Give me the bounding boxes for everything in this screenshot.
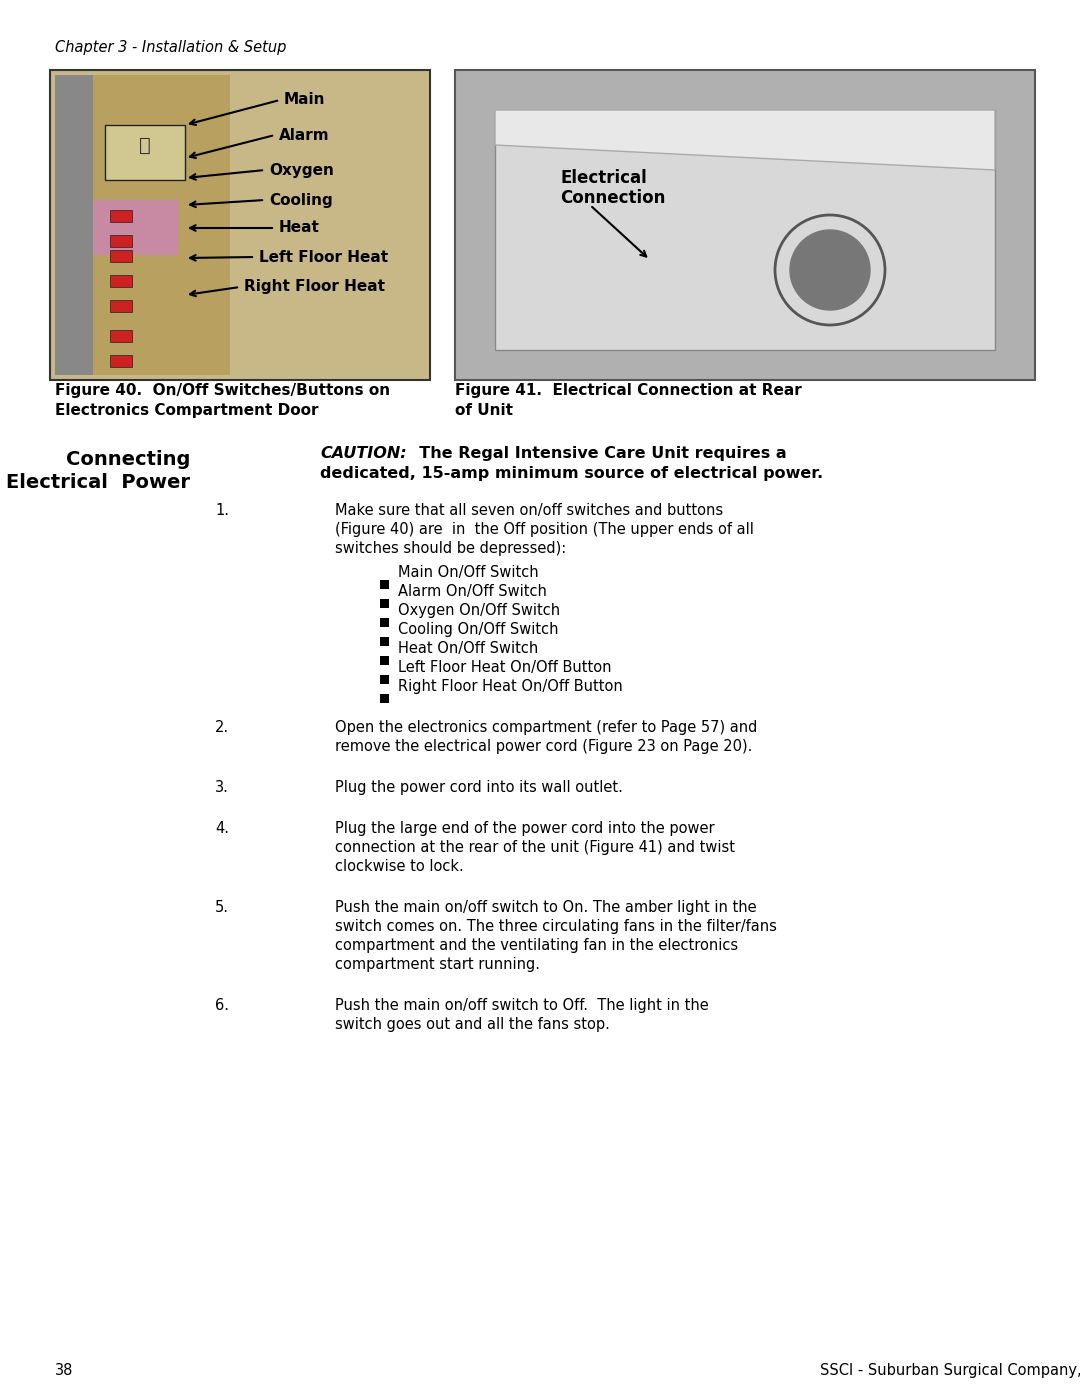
Text: Electrical  Power: Electrical Power (6, 474, 190, 492)
Text: The Regal Intensive Care Unit requires a: The Regal Intensive Care Unit requires a (408, 446, 786, 461)
Text: clockwise to lock.: clockwise to lock. (335, 859, 463, 875)
Text: of Unit: of Unit (455, 402, 513, 418)
Text: Heat On/Off Switch: Heat On/Off Switch (399, 641, 538, 657)
Bar (380, 580, 389, 590)
Bar (380, 694, 389, 703)
Bar (105, 124, 185, 180)
Bar (50, 70, 430, 380)
Bar (380, 617, 389, 627)
Text: Push the main on/off switch to Off.  The light in the: Push the main on/off switch to Off. The … (335, 997, 708, 1013)
Text: 1.: 1. (215, 503, 229, 518)
Text: Cooling On/Off Switch: Cooling On/Off Switch (399, 622, 558, 637)
Bar (110, 235, 132, 247)
Circle shape (789, 231, 870, 310)
Bar (380, 599, 389, 608)
Text: Alarm On/Off Switch: Alarm On/Off Switch (399, 584, 546, 599)
Text: Figure 41.  Electrical Connection at Rear: Figure 41. Electrical Connection at Rear (455, 383, 801, 398)
Text: 4.: 4. (215, 821, 229, 835)
Text: 2.: 2. (215, 719, 229, 735)
Text: Left Floor Heat On/Off Button: Left Floor Heat On/Off Button (399, 659, 611, 675)
Text: Push the main on/off switch to On. The amber light in the: Push the main on/off switch to On. The a… (335, 900, 757, 915)
Text: (Figure 40) are  in  the Off position (The upper ends of all: (Figure 40) are in the Off position (The… (335, 522, 754, 536)
Text: switch comes on. The three circulating fans in the filter/fans: switch comes on. The three circulating f… (335, 919, 777, 935)
Text: Left Floor Heat: Left Floor Heat (259, 250, 388, 264)
Bar (110, 300, 132, 312)
Text: Cooling: Cooling (269, 193, 333, 208)
Text: ⌚: ⌚ (139, 136, 151, 155)
Text: Chapter 3 - Installation & Setup: Chapter 3 - Installation & Setup (55, 41, 286, 54)
Text: remove the electrical power cord (Figure 23 on Page 20).: remove the electrical power cord (Figure… (335, 739, 753, 754)
Bar (455, 70, 1035, 380)
Text: SSCI - Suburban Surgical Company, Inc.: SSCI - Suburban Surgical Company, Inc. (820, 1363, 1080, 1377)
Text: 6.: 6. (215, 997, 229, 1013)
Bar (55, 75, 93, 374)
Text: Oxygen On/Off Switch: Oxygen On/Off Switch (399, 604, 561, 617)
Text: Figure 40.  On/Off Switches/Buttons on: Figure 40. On/Off Switches/Buttons on (55, 383, 390, 398)
Bar (110, 210, 132, 222)
Text: Main: Main (284, 92, 325, 108)
Bar (110, 275, 132, 286)
Bar (110, 250, 132, 263)
Text: 3.: 3. (215, 780, 229, 795)
Text: Open the electronics compartment (refer to Page 57) and: Open the electronics compartment (refer … (335, 719, 757, 735)
Text: Main On/Off Switch: Main On/Off Switch (399, 564, 539, 580)
Bar (495, 110, 995, 351)
Text: Oxygen: Oxygen (269, 162, 334, 177)
Text: Heat: Heat (279, 221, 320, 236)
Text: dedicated, 15-amp minimum source of electrical power.: dedicated, 15-amp minimum source of elec… (320, 467, 823, 481)
Bar (93, 200, 178, 256)
Text: 38: 38 (55, 1363, 73, 1377)
Text: 5.: 5. (215, 900, 229, 915)
Text: Plug the power cord into its wall outlet.: Plug the power cord into its wall outlet… (335, 780, 623, 795)
Text: Alarm: Alarm (279, 127, 329, 142)
Text: Connecting: Connecting (66, 450, 190, 469)
Text: compartment start running.: compartment start running. (335, 957, 540, 972)
Text: Electronics Compartment Door: Electronics Compartment Door (55, 402, 319, 418)
Bar (110, 355, 132, 367)
Text: Make sure that all seven on/off switches and buttons: Make sure that all seven on/off switches… (335, 503, 724, 518)
Text: Plug the large end of the power cord into the power: Plug the large end of the power cord int… (335, 821, 715, 835)
Bar (380, 657, 389, 665)
Polygon shape (495, 110, 995, 170)
Text: CAUTION:: CAUTION: (320, 446, 407, 461)
Bar (380, 637, 389, 645)
Text: connection at the rear of the unit (Figure 41) and twist: connection at the rear of the unit (Figu… (335, 840, 735, 855)
Text: compartment and the ventilating fan in the electronics: compartment and the ventilating fan in t… (335, 937, 738, 953)
Text: Electrical
Connection: Electrical Connection (561, 169, 665, 207)
Text: switches should be depressed):: switches should be depressed): (335, 541, 566, 556)
Text: switch goes out and all the fans stop.: switch goes out and all the fans stop. (335, 1017, 610, 1032)
Bar (55, 75, 230, 374)
Text: Right Floor Heat: Right Floor Heat (244, 279, 384, 295)
Bar (110, 330, 132, 342)
Bar (380, 675, 389, 685)
Text: Right Floor Heat On/Off Button: Right Floor Heat On/Off Button (399, 679, 623, 694)
